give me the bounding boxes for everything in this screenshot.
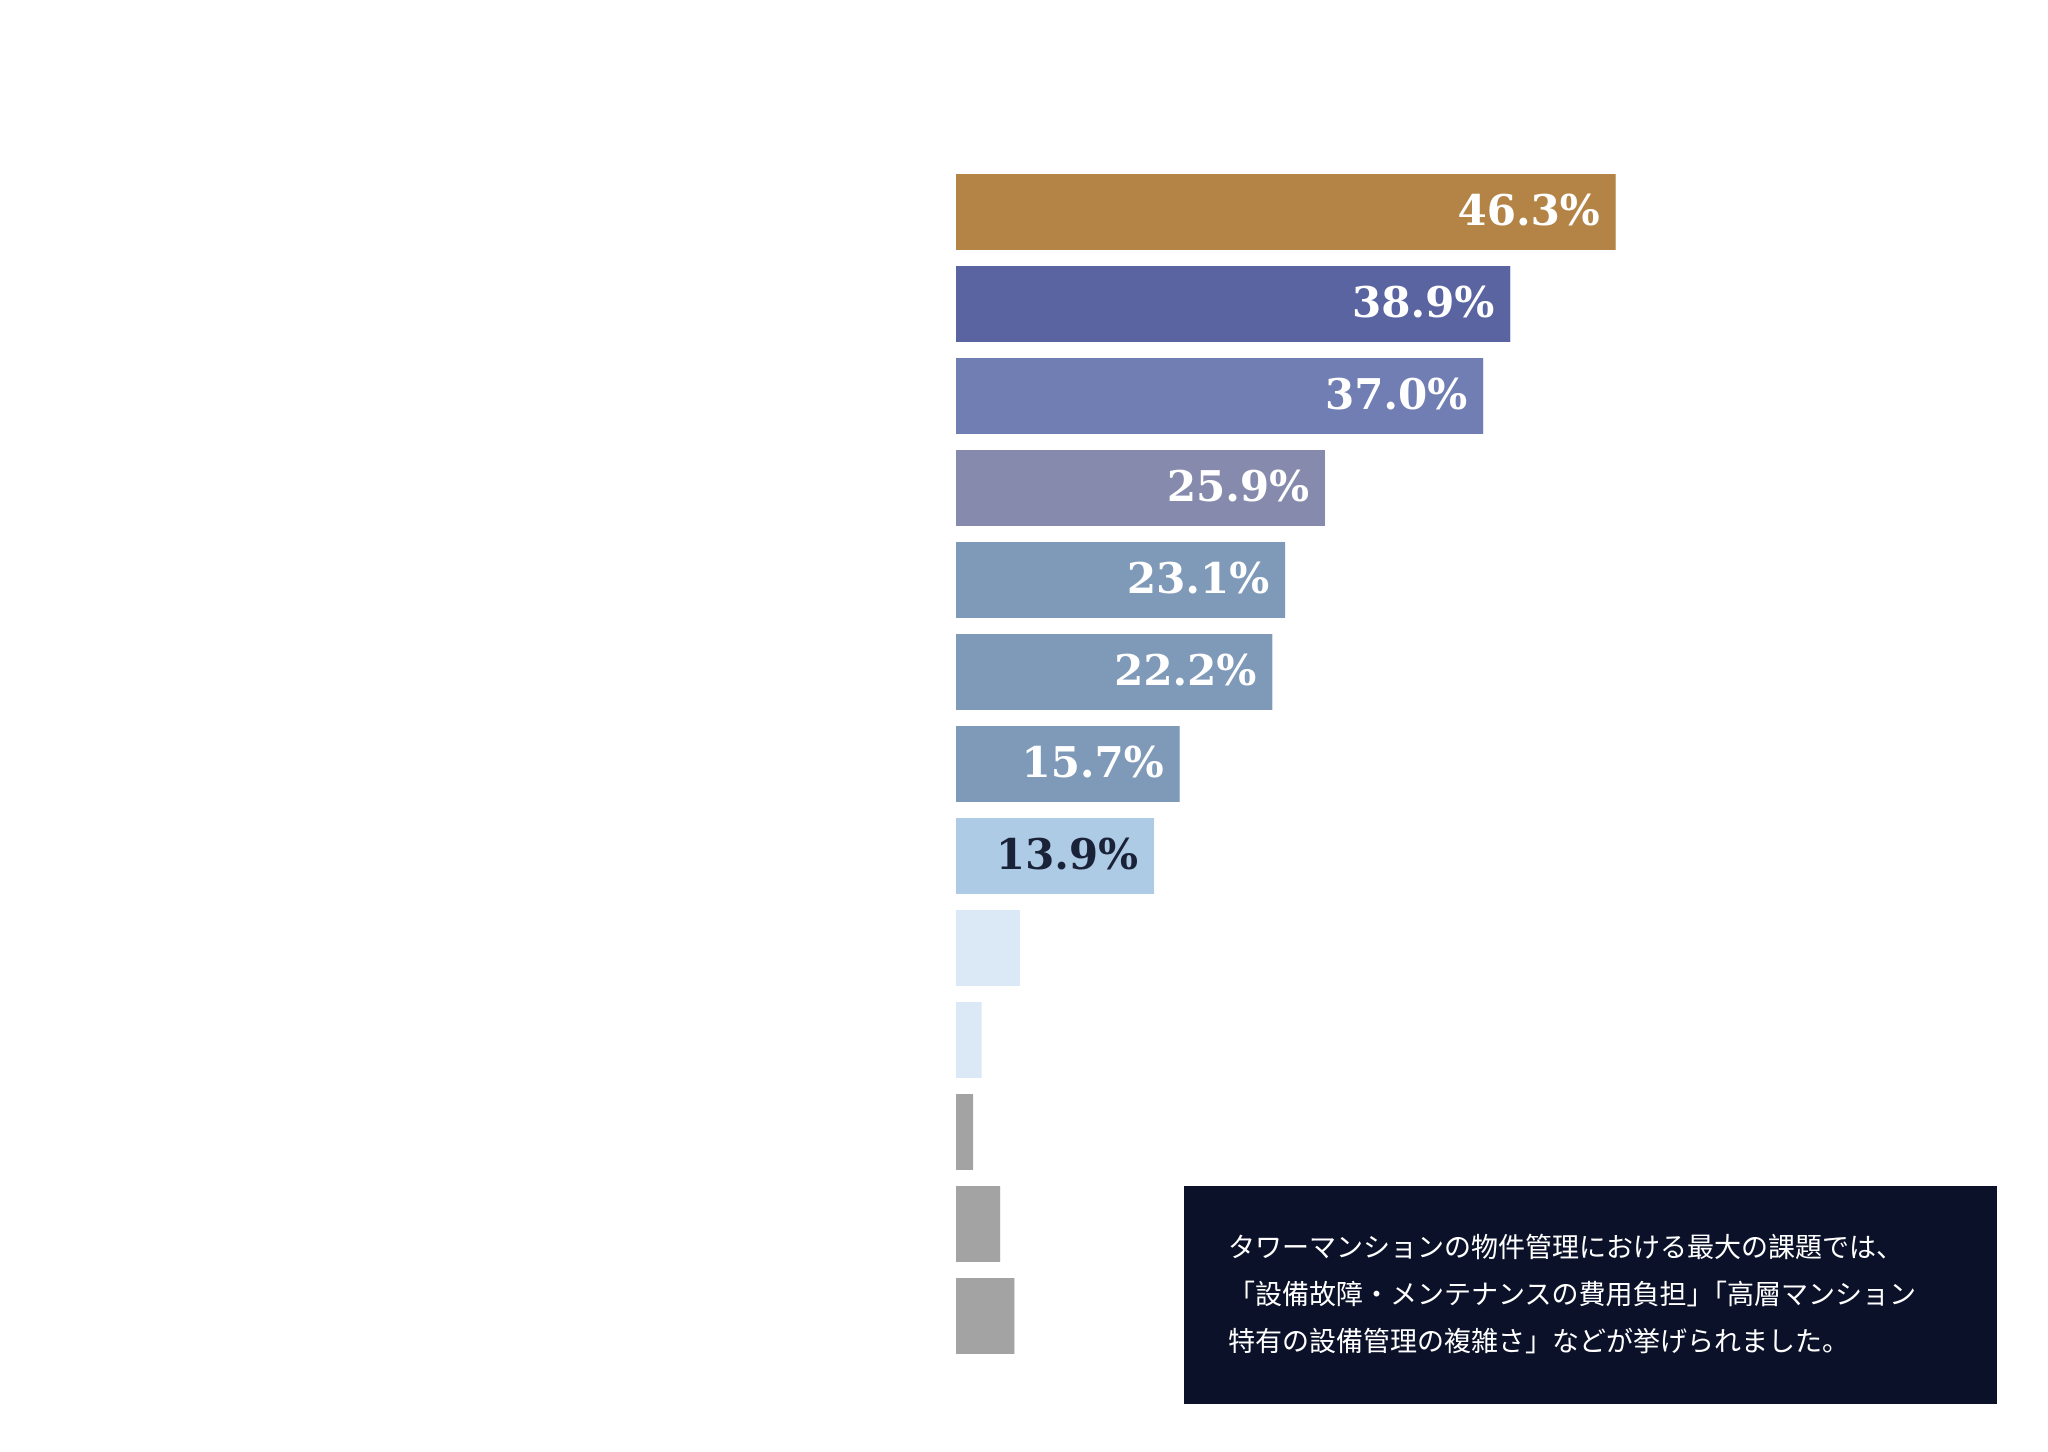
annotation-text: タワーマンションの物件管理における最大の課題では、	[1228, 1233, 1903, 1264]
value-label: 15.7%	[1021, 738, 1163, 787]
bar	[956, 450, 1326, 526]
bar	[956, 818, 1155, 894]
value-label: 25.9%	[1167, 462, 1309, 511]
bar	[956, 174, 1616, 250]
bar	[956, 542, 1286, 618]
value-label: 22.2%	[1114, 646, 1256, 695]
bar	[956, 1002, 982, 1078]
value-label: 13.9%	[996, 830, 1138, 879]
bar	[956, 634, 1273, 710]
value-label: 37.0%	[1325, 370, 1467, 419]
bar	[956, 266, 1511, 342]
bar	[956, 726, 1180, 802]
value-label: 23.1%	[1127, 554, 1269, 603]
annotation-box	[1184, 1186, 1997, 1404]
value-label: 38.9%	[1352, 278, 1494, 327]
bar	[956, 1094, 974, 1170]
bar	[956, 358, 1484, 434]
annotation-text: 特有の設備管理の複雑さ」などが挙げられました。	[1228, 1327, 1849, 1358]
annotation-text: 「設備故障・メンテナンスの費用負担」「高層マンション	[1228, 1280, 1916, 1311]
bar	[956, 1278, 1015, 1354]
value-label: 46.3%	[1458, 186, 1600, 235]
bar	[956, 910, 1021, 986]
bar	[956, 1186, 1001, 1262]
